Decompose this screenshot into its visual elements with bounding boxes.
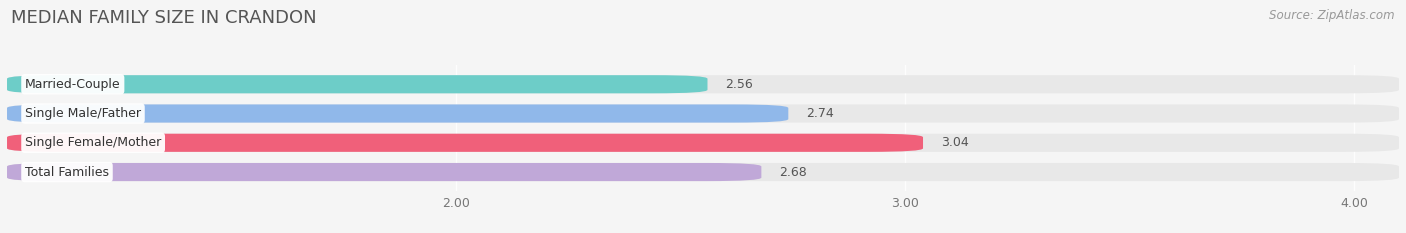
FancyBboxPatch shape xyxy=(7,104,789,123)
Text: 2.68: 2.68 xyxy=(779,165,807,178)
Text: 2.56: 2.56 xyxy=(725,78,754,91)
Text: MEDIAN FAMILY SIZE IN CRANDON: MEDIAN FAMILY SIZE IN CRANDON xyxy=(11,9,316,27)
FancyBboxPatch shape xyxy=(7,163,1399,181)
FancyBboxPatch shape xyxy=(7,134,1399,152)
FancyBboxPatch shape xyxy=(7,163,762,181)
Text: Married-Couple: Married-Couple xyxy=(25,78,121,91)
Text: Single Male/Father: Single Male/Father xyxy=(25,107,141,120)
FancyBboxPatch shape xyxy=(7,134,922,152)
Text: Source: ZipAtlas.com: Source: ZipAtlas.com xyxy=(1270,9,1395,22)
FancyBboxPatch shape xyxy=(7,104,1399,123)
Text: 3.04: 3.04 xyxy=(941,136,969,149)
Text: Single Female/Mother: Single Female/Mother xyxy=(25,136,162,149)
FancyBboxPatch shape xyxy=(7,75,707,93)
Text: Total Families: Total Families xyxy=(25,165,110,178)
Text: 2.74: 2.74 xyxy=(806,107,834,120)
FancyBboxPatch shape xyxy=(7,75,1399,93)
